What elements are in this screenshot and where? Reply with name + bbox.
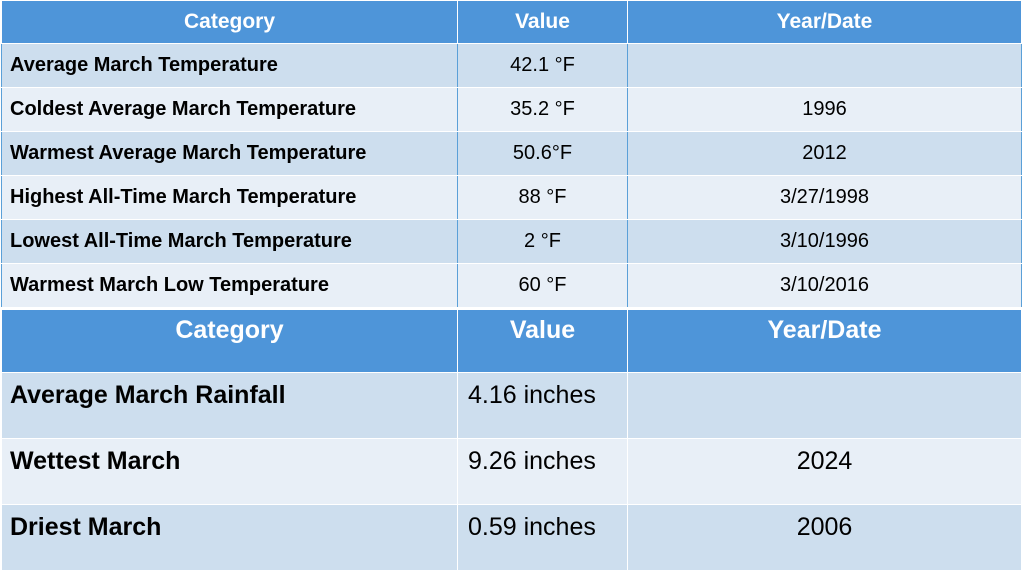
table-cell: Coldest Average March Temperature — [1, 87, 458, 132]
table-cell: Warmest March Low Temperature — [1, 263, 458, 308]
table-cell: Wettest March — [1, 438, 458, 505]
table-cell: 2012 — [627, 131, 1022, 176]
table-cell: 88 °F — [457, 175, 628, 220]
table-row: Average March Rainfall 4.16 inches — [1, 372, 1022, 439]
table-row: Highest All-Time March Temperature 88 °F 3… — [1, 175, 1022, 220]
table-cell — [627, 372, 1022, 439]
table-row: Wettest March 9.26 inches 2024 — [1, 438, 1022, 505]
table-cell — [627, 43, 1022, 88]
table-cell: 3/27/1998 — [627, 175, 1022, 220]
table-cell: 2006 — [627, 504, 1022, 571]
rainfall-table: Category Value Year/Date Average March R… — [1, 309, 1022, 571]
table-cell: 50.6°F — [457, 131, 628, 176]
table-cell: 2 °F — [457, 219, 628, 264]
header-cell: Value — [457, 0, 628, 44]
table-cell: 1996 — [627, 87, 1022, 132]
header-row: Category Value Year/Date — [1, 0, 1022, 44]
table-row: Average March Temperature 42.1 °F — [1, 43, 1022, 88]
table-cell: 42.1 °F — [457, 43, 628, 88]
table-row: Driest March 0.59 inches 2006 — [1, 504, 1022, 571]
table-row: Warmest March Low Temperature 60 °F 3/10/2… — [1, 263, 1022, 308]
table-cell: Average March Temperature — [1, 43, 458, 88]
header-row: Category Value Year/Date — [1, 309, 1022, 373]
table-row: Coldest Average March Temperature 35.2 °F… — [1, 87, 1022, 132]
table-cell: 35.2 °F — [457, 87, 628, 132]
table-cell: Lowest All-Time March Temperature — [1, 219, 458, 264]
header-cell: Category — [1, 309, 458, 373]
table-row: Lowest All-Time March Temperature 2 °F 3/1… — [1, 219, 1022, 264]
table-cell: Average March Rainfall — [1, 372, 458, 439]
header-cell: Year/Date — [627, 309, 1022, 373]
header-cell: Value — [457, 309, 628, 373]
table-cell: 2024 — [627, 438, 1022, 505]
table-cell: Highest All-Time March Temperature — [1, 175, 458, 220]
table-cell: 60 °F — [457, 263, 628, 308]
table-cell: 4.16 inches — [457, 372, 628, 439]
table-row: Warmest Average March Temperature 50.6°F 2… — [1, 131, 1022, 176]
table-cell: Driest March — [1, 504, 458, 571]
table-cell: 0.59 inches — [457, 504, 628, 571]
temperature-table: Category Value Year/Date Average March T… — [1, 0, 1022, 308]
table-cell: 3/10/2016 — [627, 263, 1022, 308]
table-cell: Warmest Average March Temperature — [1, 131, 458, 176]
table-cell: 3/10/1996 — [627, 219, 1022, 264]
header-cell: Year/Date — [627, 0, 1022, 44]
header-cell: Category — [1, 0, 458, 44]
table-cell: 9.26 inches — [457, 438, 628, 505]
